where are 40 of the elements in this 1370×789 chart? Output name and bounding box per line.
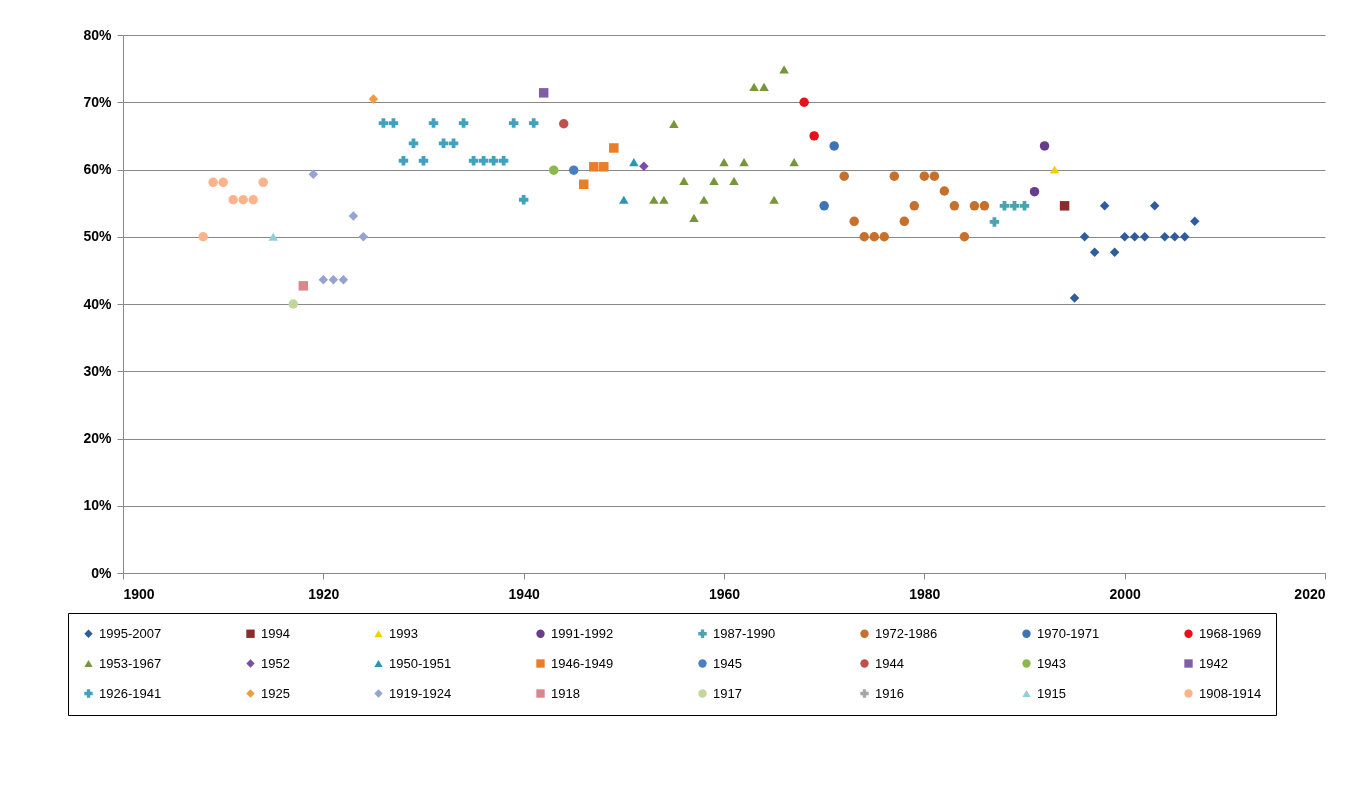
x-tick-label: 1960 bbox=[708, 585, 741, 602]
y-tick-label: 0% bbox=[91, 564, 113, 581]
y-tick-label: 20% bbox=[83, 430, 113, 446]
legend-label: 1952 bbox=[261, 655, 290, 671]
legend-label: 1946-1949 bbox=[551, 655, 614, 671]
y-tick-label: 80% bbox=[83, 26, 113, 43]
legend-label: 1918 bbox=[551, 685, 580, 701]
legend-label: 1916 bbox=[875, 685, 904, 701]
legend-label: 1950-1951 bbox=[389, 655, 452, 671]
legend-label: 1994 bbox=[261, 625, 290, 641]
legend-label: 1953-1967 bbox=[99, 655, 162, 671]
legend-label: 1993 bbox=[389, 625, 418, 641]
x-tick-label: 1980 bbox=[909, 585, 941, 602]
legend-label: 1991-1992 bbox=[551, 625, 614, 641]
legend-label: 1908-1914 bbox=[1199, 685, 1262, 701]
y-tick-label: 10% bbox=[83, 497, 113, 514]
x-tick-label: 1920 bbox=[308, 585, 340, 602]
legend-label: 1925 bbox=[261, 685, 290, 701]
legend-label: 1942 bbox=[1199, 655, 1228, 671]
legend-label: 1968-1969 bbox=[1199, 625, 1262, 641]
legend-label: 1915 bbox=[1037, 685, 1066, 701]
y-tick-label: 30% bbox=[83, 362, 113, 379]
y-tick-label: 70% bbox=[83, 93, 113, 110]
legend-label: 1919-1924 bbox=[389, 685, 452, 701]
y-tick-label: 60% bbox=[83, 161, 113, 177]
x-tick-label: 2000 bbox=[1109, 585, 1141, 602]
legend-label: 1944 bbox=[875, 655, 904, 671]
legend-label: 1987-1990 bbox=[713, 625, 776, 641]
legend-label: 1917 bbox=[713, 685, 742, 701]
legend-label: 1943 bbox=[1037, 655, 1066, 671]
y-tick-label: 50% bbox=[83, 228, 113, 245]
x-tick-label: 1940 bbox=[508, 585, 540, 602]
legend-label: 1995-2007 bbox=[99, 625, 162, 641]
x-tick-label: 1900 bbox=[123, 585, 155, 602]
legend-label: 1926-1941 bbox=[99, 685, 162, 701]
legend-label: 1945 bbox=[713, 655, 742, 671]
legend-label: 1970-1971 bbox=[1037, 625, 1100, 641]
y-tick-label: 40% bbox=[83, 295, 113, 312]
x-tick-label: 2020 bbox=[1294, 585, 1326, 602]
legend-label: 1972-1986 bbox=[875, 625, 938, 641]
